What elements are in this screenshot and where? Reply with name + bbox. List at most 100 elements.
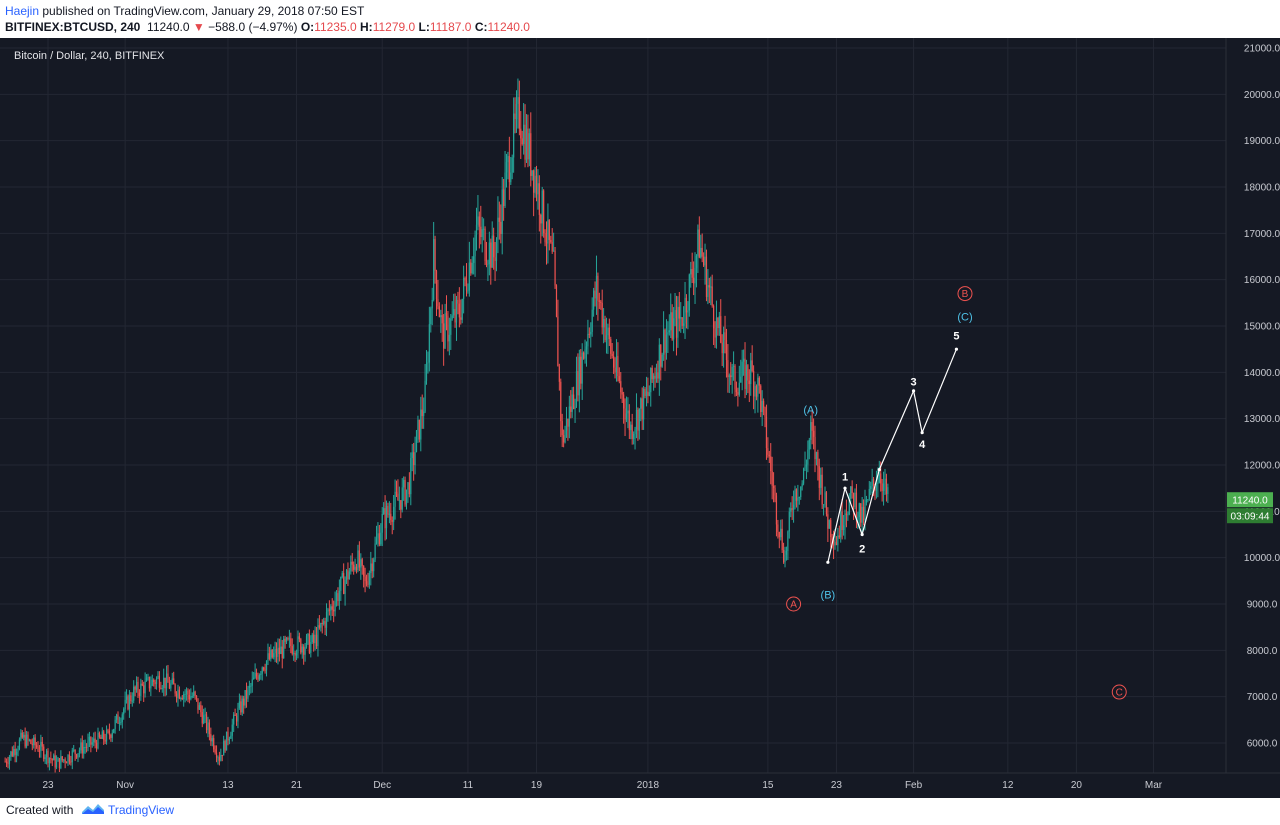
candle-body [388, 513, 390, 515]
candle-body [410, 458, 412, 495]
candle-body [655, 372, 658, 379]
candle-body [634, 428, 636, 434]
candle-body [411, 452, 413, 459]
candle-body [831, 537, 833, 541]
candle-body [430, 308, 432, 325]
candle-body [110, 734, 112, 738]
candle-body [748, 380, 750, 385]
candle-body [395, 491, 398, 494]
candle-body [531, 170, 533, 176]
candle-body [535, 175, 538, 195]
candle-body [548, 219, 550, 240]
time-tick-label: Mar [1145, 780, 1163, 791]
candle-body [637, 409, 639, 431]
price-axis[interactable]: 21000.0 20000.0 19000.0 18000.0 17000.0 16000… [1244, 44, 1280, 750]
wave-circle-marker [1111, 684, 1127, 700]
wave-projection [826, 347, 959, 564]
candle-body [608, 327, 610, 340]
candle-body [800, 486, 802, 498]
price-tick-label: 13000.0 [1244, 414, 1280, 425]
candle-body [477, 216, 479, 225]
candle-body [747, 365, 749, 381]
candle-body [757, 377, 759, 397]
price-tick-label: 6000.0 [1247, 739, 1278, 750]
candle-body [541, 190, 543, 224]
candle-body [25, 734, 28, 747]
candle-body [178, 689, 181, 699]
candle-body [871, 479, 873, 487]
candle-body [795, 489, 798, 501]
candle-body [721, 342, 723, 354]
candle-body [371, 563, 373, 572]
candle-body [134, 686, 136, 690]
candle-body [754, 386, 756, 397]
price-tick-label: 10000.0 [1244, 553, 1280, 564]
author-link[interactable]: Haejin [5, 4, 40, 18]
wave-circle-marker [957, 286, 973, 302]
candle-body [688, 274, 690, 311]
candle-body [301, 646, 303, 653]
candle-body [220, 754, 222, 761]
candle-body [490, 242, 492, 268]
candle-body [557, 316, 559, 367]
candle-body [775, 495, 778, 525]
candle-body [234, 714, 236, 716]
candle-body [363, 565, 365, 577]
candle-body [858, 503, 860, 518]
wave-label: 1 [842, 472, 848, 484]
candle-body [230, 735, 232, 739]
candle-body [280, 646, 282, 655]
candle-body [175, 693, 178, 698]
candle-body [164, 677, 166, 689]
candle-body [540, 214, 542, 224]
candle-body [127, 696, 129, 710]
candle-body [214, 749, 216, 753]
candle-body [870, 486, 872, 489]
candle-body [611, 353, 613, 357]
candle-body [101, 731, 103, 739]
candle-body [283, 638, 285, 659]
candle-body [683, 323, 685, 326]
wave-label: (C) [957, 312, 972, 324]
time-axis[interactable]: 23 Nov 13 21 Dec 11 19 2018 15 23 Feb 12 20 Mar [42, 780, 1162, 791]
candle-body [742, 358, 745, 362]
candle-body [544, 233, 546, 242]
time-tick-label: 20 [1071, 780, 1083, 791]
publish-line: Haejin published on TradingView.com, Jan… [5, 4, 364, 18]
candle-body [881, 483, 883, 491]
candle-body [274, 649, 276, 654]
candle-body [248, 685, 250, 688]
candle-body [575, 371, 578, 407]
candle-body [835, 541, 838, 546]
candle-body [88, 736, 91, 741]
down-arrow-icon: ▼ [189, 20, 209, 34]
candle-body [24, 734, 26, 747]
tradingview-brand[interactable]: TradingView [108, 803, 175, 817]
candle-body [361, 559, 363, 566]
candle-body [674, 310, 676, 319]
candle-body [185, 690, 188, 694]
candle-body [115, 714, 118, 720]
candle-body [360, 559, 362, 568]
price-tick-label: 7000.0 [1247, 692, 1278, 703]
candle-body [31, 743, 33, 746]
time-tick-label: 23 [42, 780, 54, 791]
candle-body [493, 235, 495, 258]
candle-body [745, 365, 748, 389]
candle-body [717, 317, 719, 329]
candle-body [758, 377, 760, 386]
candle-body [335, 593, 338, 602]
candle-body [498, 217, 500, 222]
chart-area[interactable]: 1 2 3 4 5 (A) (B) (C) A B C 21000.0 20000.0 19000.0 1… [0, 38, 1280, 805]
candle-body [300, 639, 302, 653]
candle-body [44, 757, 46, 759]
candle-body [320, 622, 322, 628]
candle-body [58, 758, 61, 769]
candle-body [193, 691, 195, 697]
candle-body [340, 576, 342, 591]
candle-body [215, 752, 218, 758]
candle-body [620, 381, 622, 393]
wave-point [860, 532, 864, 537]
candle-body [463, 277, 465, 299]
